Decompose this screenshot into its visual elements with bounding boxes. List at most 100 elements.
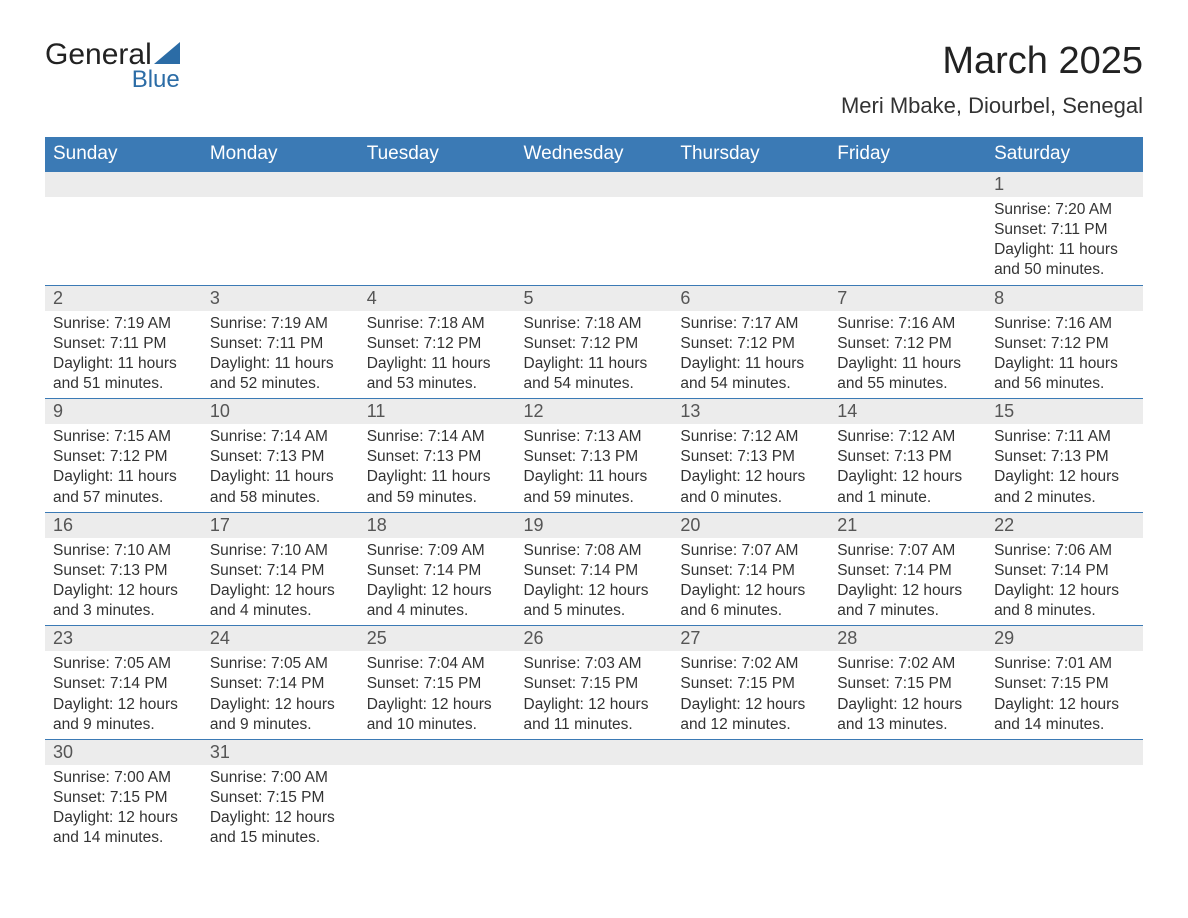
daylight-line1: Daylight: 11 hours — [994, 354, 1135, 374]
sunset-text: Sunset: 7:15 PM — [837, 674, 978, 694]
day-number: 16 — [45, 513, 202, 538]
title-block: March 2025 Meri Mbake, Diourbel, Senegal — [841, 40, 1143, 119]
weekday-header: Saturday — [986, 137, 1143, 172]
day-body: Sunrise: 7:11 AMSunset: 7:13 PMDaylight:… — [986, 424, 1143, 512]
day-body: Sunrise: 7:03 AMSunset: 7:15 PMDaylight:… — [516, 651, 673, 739]
day-body: Sunrise: 7:12 AMSunset: 7:13 PMDaylight:… — [829, 424, 986, 512]
daylight-line2: and 9 minutes. — [53, 715, 194, 735]
day-number — [829, 740, 986, 765]
day-number: 1 — [986, 172, 1143, 197]
calendar-cell — [829, 739, 986, 852]
sunset-text: Sunset: 7:13 PM — [210, 447, 351, 467]
day-body: Sunrise: 7:10 AMSunset: 7:14 PMDaylight:… — [202, 538, 359, 626]
calendar-row: 1Sunrise: 7:20 AMSunset: 7:11 PMDaylight… — [45, 172, 1143, 286]
weekday-header: Thursday — [672, 137, 829, 172]
daylight-line2: and 2 minutes. — [994, 488, 1135, 508]
daylight-line2: and 15 minutes. — [210, 828, 351, 848]
calendar-cell: 11Sunrise: 7:14 AMSunset: 7:13 PMDayligh… — [359, 399, 516, 513]
day-body: Sunrise: 7:07 AMSunset: 7:14 PMDaylight:… — [829, 538, 986, 626]
calendar-cell — [516, 739, 673, 852]
sunset-text: Sunset: 7:15 PM — [210, 788, 351, 808]
day-number — [45, 172, 202, 197]
calendar-cell: 6Sunrise: 7:17 AMSunset: 7:12 PMDaylight… — [672, 285, 829, 399]
day-number — [202, 172, 359, 197]
day-body: Sunrise: 7:05 AMSunset: 7:14 PMDaylight:… — [45, 651, 202, 739]
calendar-cell — [359, 172, 516, 286]
daylight-line1: Daylight: 12 hours — [367, 581, 508, 601]
day-body — [516, 765, 673, 775]
sunrise-text: Sunrise: 7:17 AM — [680, 314, 821, 334]
calendar-cell: 5Sunrise: 7:18 AMSunset: 7:12 PMDaylight… — [516, 285, 673, 399]
day-number — [516, 740, 673, 765]
sunset-text: Sunset: 7:11 PM — [994, 220, 1135, 240]
calendar-cell: 22Sunrise: 7:06 AMSunset: 7:14 PMDayligh… — [986, 512, 1143, 626]
sunrise-text: Sunrise: 7:11 AM — [994, 427, 1135, 447]
sunrise-text: Sunrise: 7:05 AM — [53, 654, 194, 674]
sunrise-text: Sunrise: 7:02 AM — [837, 654, 978, 674]
day-number — [672, 172, 829, 197]
day-number: 6 — [672, 286, 829, 311]
day-number: 25 — [359, 626, 516, 651]
daylight-line1: Daylight: 11 hours — [837, 354, 978, 374]
daylight-line2: and 55 minutes. — [837, 374, 978, 394]
day-body: Sunrise: 7:06 AMSunset: 7:14 PMDaylight:… — [986, 538, 1143, 626]
day-body: Sunrise: 7:12 AMSunset: 7:13 PMDaylight:… — [672, 424, 829, 512]
calendar-cell: 4Sunrise: 7:18 AMSunset: 7:12 PMDaylight… — [359, 285, 516, 399]
daylight-line1: Daylight: 11 hours — [53, 354, 194, 374]
sunrise-text: Sunrise: 7:12 AM — [837, 427, 978, 447]
day-number — [986, 740, 1143, 765]
day-body: Sunrise: 7:02 AMSunset: 7:15 PMDaylight:… — [829, 651, 986, 739]
calendar-cell: 23Sunrise: 7:05 AMSunset: 7:14 PMDayligh… — [45, 626, 202, 740]
sunrise-text: Sunrise: 7:01 AM — [994, 654, 1135, 674]
sunset-text: Sunset: 7:14 PM — [210, 674, 351, 694]
daylight-line1: Daylight: 11 hours — [524, 354, 665, 374]
sunrise-text: Sunrise: 7:16 AM — [837, 314, 978, 334]
location-text: Meri Mbake, Diourbel, Senegal — [841, 93, 1143, 119]
day-body — [516, 197, 673, 277]
day-number: 7 — [829, 286, 986, 311]
calendar-cell: 18Sunrise: 7:09 AMSunset: 7:14 PMDayligh… — [359, 512, 516, 626]
sunset-text: Sunset: 7:14 PM — [53, 674, 194, 694]
daylight-line1: Daylight: 11 hours — [367, 354, 508, 374]
calendar-cell: 30Sunrise: 7:00 AMSunset: 7:15 PMDayligh… — [45, 739, 202, 852]
daylight-line2: and 3 minutes. — [53, 601, 194, 621]
weekday-header: Friday — [829, 137, 986, 172]
sunset-text: Sunset: 7:15 PM — [524, 674, 665, 694]
sunrise-text: Sunrise: 7:00 AM — [53, 768, 194, 788]
day-number: 21 — [829, 513, 986, 538]
daylight-line2: and 51 minutes. — [53, 374, 194, 394]
day-number: 10 — [202, 399, 359, 424]
sunrise-text: Sunrise: 7:18 AM — [524, 314, 665, 334]
sunset-text: Sunset: 7:14 PM — [524, 561, 665, 581]
day-number — [516, 172, 673, 197]
daylight-line2: and 53 minutes. — [367, 374, 508, 394]
calendar-cell — [672, 172, 829, 286]
sunset-text: Sunset: 7:15 PM — [367, 674, 508, 694]
calendar-cell: 10Sunrise: 7:14 AMSunset: 7:13 PMDayligh… — [202, 399, 359, 513]
calendar-cell: 19Sunrise: 7:08 AMSunset: 7:14 PMDayligh… — [516, 512, 673, 626]
sunrise-text: Sunrise: 7:07 AM — [837, 541, 978, 561]
day-body: Sunrise: 7:00 AMSunset: 7:15 PMDaylight:… — [45, 765, 202, 853]
daylight-line2: and 54 minutes. — [680, 374, 821, 394]
daylight-line1: Daylight: 11 hours — [53, 467, 194, 487]
daylight-line2: and 5 minutes. — [524, 601, 665, 621]
day-number — [829, 172, 986, 197]
daylight-line2: and 4 minutes. — [210, 601, 351, 621]
calendar-cell: 14Sunrise: 7:12 AMSunset: 7:13 PMDayligh… — [829, 399, 986, 513]
sunrise-text: Sunrise: 7:15 AM — [53, 427, 194, 447]
day-body: Sunrise: 7:07 AMSunset: 7:14 PMDaylight:… — [672, 538, 829, 626]
daylight-line2: and 14 minutes. — [994, 715, 1135, 735]
day-body: Sunrise: 7:17 AMSunset: 7:12 PMDaylight:… — [672, 311, 829, 399]
day-number — [359, 740, 516, 765]
weekday-header: Sunday — [45, 137, 202, 172]
daylight-line1: Daylight: 11 hours — [524, 467, 665, 487]
calendar-row: 30Sunrise: 7:00 AMSunset: 7:15 PMDayligh… — [45, 739, 1143, 852]
day-number: 2 — [45, 286, 202, 311]
day-body — [359, 197, 516, 277]
day-body: Sunrise: 7:18 AMSunset: 7:12 PMDaylight:… — [516, 311, 673, 399]
day-body: Sunrise: 7:13 AMSunset: 7:13 PMDaylight:… — [516, 424, 673, 512]
day-number: 29 — [986, 626, 1143, 651]
sunrise-text: Sunrise: 7:19 AM — [53, 314, 194, 334]
day-body: Sunrise: 7:19 AMSunset: 7:11 PMDaylight:… — [202, 311, 359, 399]
calendar-cell — [829, 172, 986, 286]
